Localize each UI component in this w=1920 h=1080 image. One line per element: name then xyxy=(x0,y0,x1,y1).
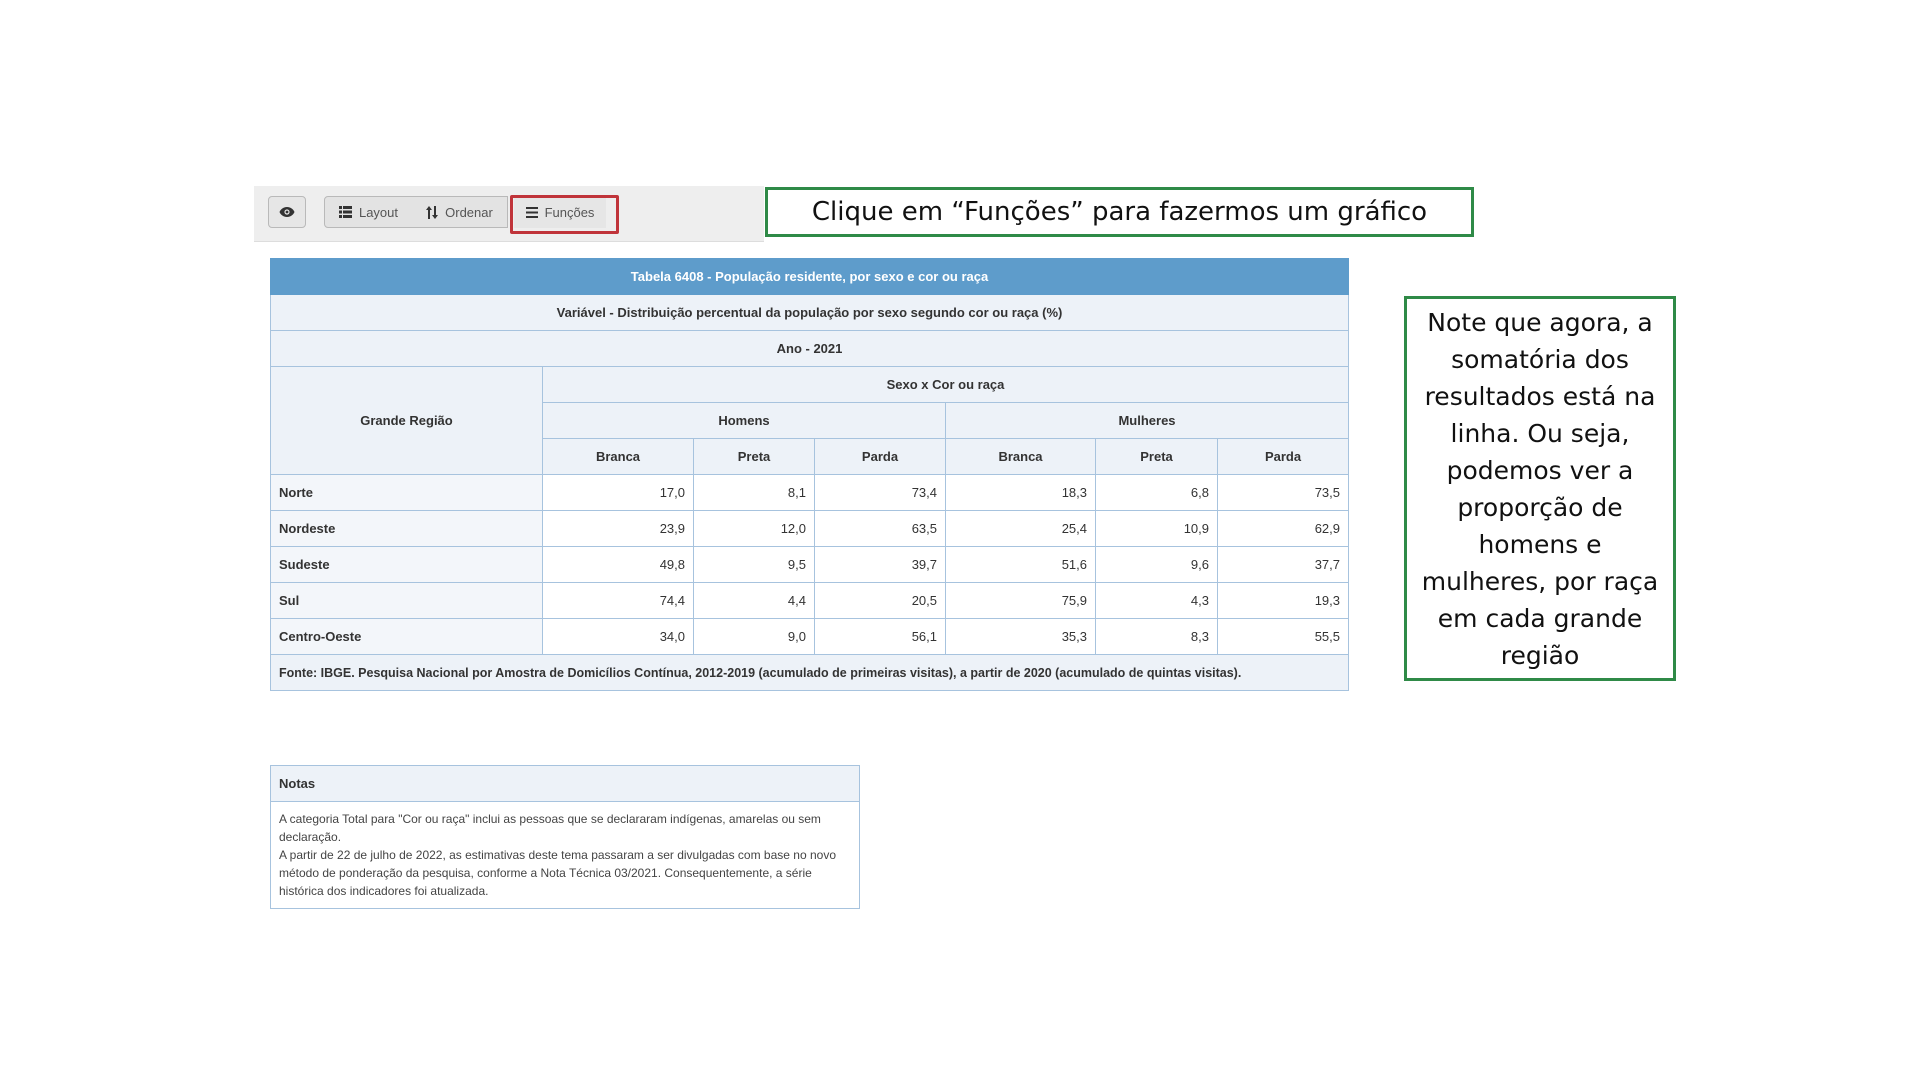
notes-header: Notas xyxy=(271,766,859,802)
cell-value: 20,5 xyxy=(814,582,946,619)
funcoes-label: Funções xyxy=(544,204,595,220)
race-header: Preta xyxy=(693,438,815,475)
cell-value: 73,5 xyxy=(1216,474,1350,511)
cell-value: 8,3 xyxy=(1095,618,1218,655)
cell-value: 62,9 xyxy=(1216,510,1350,547)
cell-value: 74,4 xyxy=(542,582,694,619)
data-table: Tabela 6408 - População residente, por s… xyxy=(269,258,1350,691)
note-line: A partir de 22 de julho de 2022, as esti… xyxy=(279,848,836,898)
note-line: A categoria Total para "Cor ou raça" inc… xyxy=(279,812,821,844)
table-row: Sudeste 49,8 9,5 39,7 51,6 9,6 37,7 xyxy=(270,546,1350,583)
callout-top: Clique em “Funções” para fazermos um grá… xyxy=(765,187,1474,237)
cell-value: 6,8 xyxy=(1095,474,1218,511)
row-label: Sul xyxy=(270,582,543,619)
layout-label: Layout xyxy=(358,204,399,220)
list-icon xyxy=(338,206,352,218)
cell-value: 17,0 xyxy=(542,474,694,511)
cell-value: 34,0 xyxy=(542,618,694,655)
cell-value: 49,8 xyxy=(542,546,694,583)
cell-value: 18,3 xyxy=(945,474,1096,511)
row-header: Grande Região xyxy=(270,366,543,475)
cell-value: 35,3 xyxy=(945,618,1096,655)
eye-icon xyxy=(279,207,295,217)
cell-value: 39,7 xyxy=(814,546,946,583)
cell-value: 12,0 xyxy=(693,510,815,547)
race-header: Branca xyxy=(945,438,1096,475)
row-label: Centro-Oeste xyxy=(270,618,543,655)
table-row: Nordeste 23,9 12,0 63,5 25,4 10,9 62,9 xyxy=(270,510,1350,547)
group-header: Sexo x Cor ou raça xyxy=(541,366,1350,403)
race-header: Parda xyxy=(814,438,946,475)
table-source: Fonte: IBGE. Pesquisa Nacional por Amost… xyxy=(269,654,1350,691)
notes-body: A categoria Total para "Cor ou raça" inc… xyxy=(271,802,859,908)
cell-value: 8,1 xyxy=(693,474,815,511)
cell-value: 4,4 xyxy=(693,582,815,619)
cell-value: 51,6 xyxy=(945,546,1096,583)
cell-value: 10,9 xyxy=(1095,510,1218,547)
funcoes-highlight-box xyxy=(510,195,619,234)
race-header: Preta xyxy=(1095,438,1218,475)
cell-value: 9,6 xyxy=(1095,546,1218,583)
table-row: Norte 17,0 8,1 73,4 18,3 6,8 73,5 xyxy=(270,474,1350,511)
cell-value: 75,9 xyxy=(945,582,1096,619)
toolbar: Layout Ordenar Funções xyxy=(254,186,764,242)
cell-value: 56,1 xyxy=(814,618,946,655)
ordenar-label: Ordenar xyxy=(445,204,493,220)
cell-value: 37,7 xyxy=(1216,546,1350,583)
cell-value: 9,0 xyxy=(693,618,815,655)
table-variable: Variável - Distribuição percentual da po… xyxy=(269,294,1350,331)
cell-value: 9,5 xyxy=(693,546,815,583)
table-year: Ano - 2021 xyxy=(269,330,1350,367)
row-label: Norte xyxy=(270,474,543,511)
funcoes-button[interactable]: Funções xyxy=(514,196,606,228)
table-title: Tabela 6408 - População residente, por s… xyxy=(269,258,1350,295)
ordenar-button[interactable]: Ordenar xyxy=(412,196,508,228)
notes-panel: Notas A categoria Total para "Cor ou raç… xyxy=(270,765,860,909)
sex-header-mulheres: Mulheres xyxy=(944,402,1350,439)
cell-value: 25,4 xyxy=(945,510,1096,547)
callout-right: Note que agora, a somatória dos resultad… xyxy=(1404,296,1676,681)
cell-value: 63,5 xyxy=(814,510,946,547)
cell-value: 4,3 xyxy=(1095,582,1218,619)
table-row: Sul 74,4 4,4 20,5 75,9 4,3 19,3 xyxy=(270,582,1350,619)
table-row: Centro-Oeste 34,0 9,0 56,1 35,3 8,3 55,5 xyxy=(270,618,1350,655)
sort-icon xyxy=(426,205,439,219)
race-header: Branca xyxy=(542,438,694,475)
view-button[interactable] xyxy=(268,196,306,228)
menu-icon xyxy=(525,206,538,218)
sex-header-homens: Homens xyxy=(542,402,946,439)
cell-value: 73,4 xyxy=(814,474,946,511)
cell-value: 55,5 xyxy=(1216,618,1350,655)
row-label: Sudeste xyxy=(270,546,543,583)
layout-button[interactable]: Layout xyxy=(324,196,413,228)
row-label: Nordeste xyxy=(270,510,543,547)
cell-value: 23,9 xyxy=(542,510,694,547)
cell-value: 19,3 xyxy=(1216,582,1350,619)
race-header: Parda xyxy=(1216,438,1350,475)
